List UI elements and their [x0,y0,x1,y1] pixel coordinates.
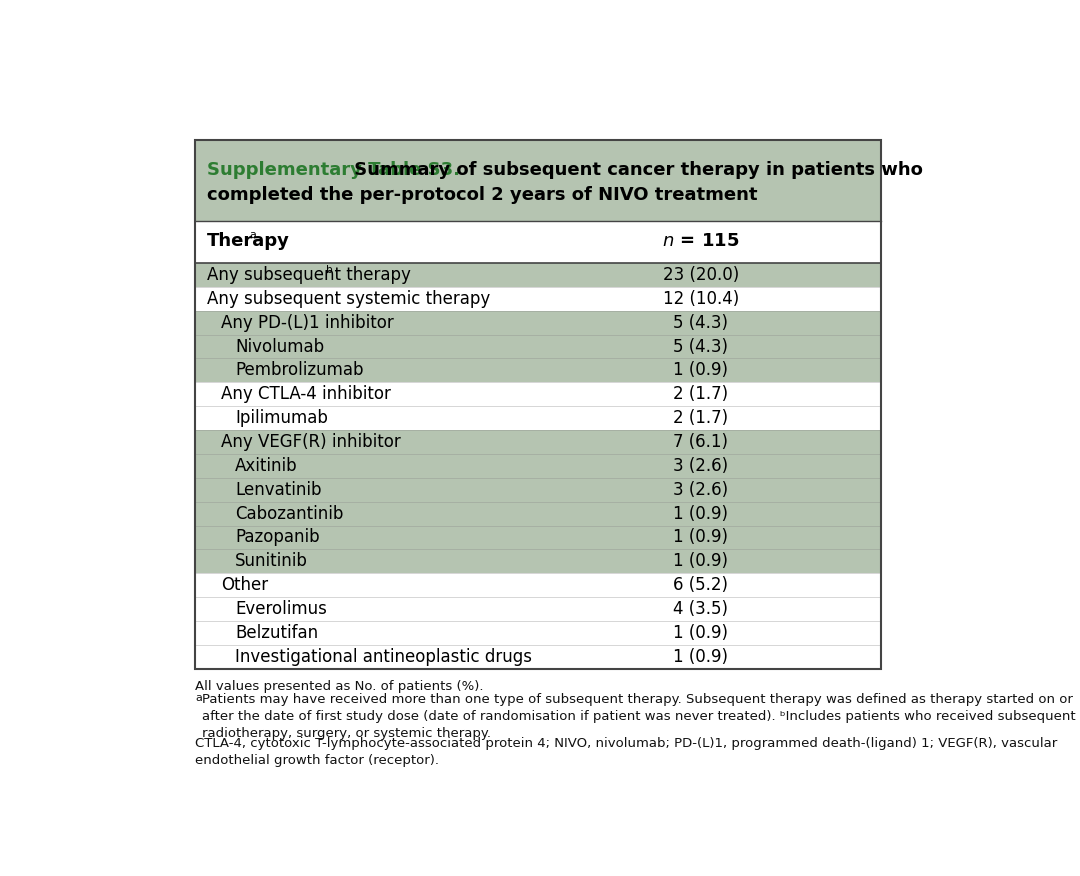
Bar [195,430,880,454]
Text: $\mathit{n}$ = 115: $\mathit{n}$ = 115 [662,232,740,250]
Text: Summary of subsequent cancer therapy in patients who: Summary of subsequent cancer therapy in … [348,161,922,180]
Text: 1 (0.9): 1 (0.9) [673,553,728,570]
Text: Ipilimumab: Ipilimumab [235,409,328,427]
Bar [195,454,880,477]
Text: completed the per-protocol 2 years of NIVO treatment: completed the per-protocol 2 years of NI… [207,186,757,204]
Text: 2 (1.7): 2 (1.7) [673,385,728,403]
Text: 1 (0.9): 1 (0.9) [673,362,728,379]
Text: Belzutifan: Belzutifan [235,624,319,642]
Bar [195,221,880,263]
Bar [195,526,880,549]
Text: Nivolumab: Nivolumab [235,337,324,356]
Bar [195,549,880,573]
Text: 2 (1.7): 2 (1.7) [673,409,728,427]
Text: Supplementary Table S3.: Supplementary Table S3. [207,161,460,180]
Bar [195,358,880,382]
Bar [195,645,880,668]
Text: Axitinib: Axitinib [235,457,298,475]
Text: Sunitinib: Sunitinib [235,553,308,570]
Text: Pazopanib: Pazopanib [235,528,320,547]
Text: Any subsequent therapy: Any subsequent therapy [207,266,411,284]
Bar [195,502,880,526]
Bar [195,597,880,621]
Text: Any CTLA-4 inhibitor: Any CTLA-4 inhibitor [221,385,391,403]
Text: 1 (0.9): 1 (0.9) [673,528,728,547]
Bar [195,140,880,221]
Text: 1 (0.9): 1 (0.9) [673,505,728,523]
Bar [195,477,880,502]
Text: Any PD-(L)1 inhibitor: Any PD-(L)1 inhibitor [221,314,394,332]
Bar [195,621,880,645]
Text: 7 (6.1): 7 (6.1) [673,433,728,451]
Bar [195,573,880,597]
Text: Other: Other [221,576,268,594]
Text: 5 (4.3): 5 (4.3) [673,337,728,356]
Text: CTLA-4, cytotoxic T-lymphocyte-associated protein 4; NIVO, nivolumab; PD-(L)1, p: CTLA-4, cytotoxic T-lymphocyte-associate… [195,738,1057,767]
Text: 12 (10.4): 12 (10.4) [663,290,739,307]
Text: Therapy: Therapy [207,232,289,250]
Text: 1 (0.9): 1 (0.9) [673,624,728,642]
Text: Everolimus: Everolimus [235,600,327,618]
Text: Cabozantinib: Cabozantinib [235,505,343,523]
Text: Lenvatinib: Lenvatinib [235,481,322,498]
Text: a: a [195,693,202,703]
Bar [195,263,880,286]
Bar [195,286,880,311]
Text: 23 (20.0): 23 (20.0) [663,266,739,284]
Text: Pembrolizumab: Pembrolizumab [235,362,364,379]
Text: 5 (4.3): 5 (4.3) [673,314,728,332]
Bar [195,335,880,358]
Text: Patients may have received more than one type of subsequent therapy. Subsequent : Patients may have received more than one… [202,693,1076,739]
Text: a: a [249,230,256,240]
Text: 1 (0.9): 1 (0.9) [673,648,728,666]
Bar [195,406,880,430]
Bar [195,382,880,406]
Text: b: b [326,265,333,274]
Text: 3 (2.6): 3 (2.6) [673,481,728,498]
Text: Any subsequent systemic therapy: Any subsequent systemic therapy [207,290,490,307]
Text: 3 (2.6): 3 (2.6) [673,457,728,475]
Text: 4 (3.5): 4 (3.5) [673,600,728,618]
Text: Any VEGF(R) inhibitor: Any VEGF(R) inhibitor [221,433,401,451]
Text: All values presented as No. of patients (%).: All values presented as No. of patients … [195,680,484,693]
Text: 6 (5.2): 6 (5.2) [673,576,728,594]
Text: Investigational antineoplastic drugs: Investigational antineoplastic drugs [235,648,532,666]
Bar [195,311,880,335]
